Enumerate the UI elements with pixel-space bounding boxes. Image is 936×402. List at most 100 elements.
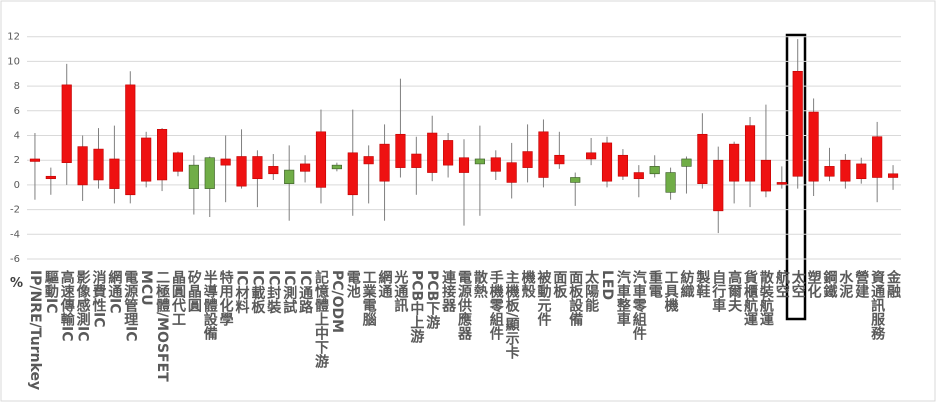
- y-tick-label: 0: [14, 180, 20, 191]
- x-tick-label: PCB中上游: [408, 270, 424, 345]
- x-tick-label: 金融: [885, 269, 902, 299]
- y-tick-label: 4: [14, 131, 20, 142]
- candle-body: [792, 70, 803, 177]
- candle-body: [649, 166, 660, 175]
- x-tick-label: 記憶體上中下游: [313, 269, 329, 369]
- y-axis-label: %: [10, 276, 23, 291]
- x-tick-label: 汽車整車: [615, 269, 632, 327]
- candle-body: [395, 133, 406, 168]
- candle-body: [665, 172, 676, 193]
- x-tick-label: 紡織: [678, 269, 694, 299]
- candle-body: [347, 152, 358, 196]
- candle-body: [188, 164, 199, 189]
- candle-body: [522, 151, 533, 168]
- x-tick-label: 驅動IC: [43, 270, 59, 313]
- candle-body: [363, 156, 374, 165]
- candle-body: [172, 152, 184, 172]
- y-tick-label: 6: [14, 106, 20, 117]
- y-tick-label: 2: [14, 155, 20, 166]
- candle-body: [840, 159, 851, 182]
- candle-body: [125, 84, 136, 196]
- candle-body: [93, 148, 104, 181]
- x-tick-label: IC封裝: [265, 270, 282, 315]
- x-tick-label: IP/NRE/Turnkey: [27, 270, 43, 390]
- x-tick-label: 資通訊服務: [869, 269, 885, 341]
- x-tick-label: 電源管理IC: [122, 269, 138, 341]
- candle-body: [236, 156, 247, 187]
- x-tick-label: 半導體設備: [202, 269, 218, 341]
- candle-body: [713, 159, 724, 212]
- y-tick-label: -2: [10, 205, 20, 216]
- candle-body: [109, 158, 120, 189]
- candle-body: [331, 164, 342, 170]
- candle-body: [729, 143, 740, 182]
- x-tick-label: 二極體/MOSFET: [154, 270, 170, 382]
- x-tick-label: 網通IC: [106, 269, 122, 313]
- x-tick-label: 製鞋: [694, 269, 711, 299]
- candle-body: [29, 158, 41, 162]
- candle-body: [490, 157, 501, 172]
- candle-body: [617, 154, 628, 177]
- x-tick-label: 工具機: [663, 270, 680, 313]
- candle-body: [760, 159, 771, 192]
- candle-body: [872, 136, 883, 178]
- candle-body: [856, 163, 867, 180]
- candle-body: [776, 182, 787, 185]
- x-tick-label: MCU: [138, 270, 154, 306]
- candle-body: [268, 166, 279, 175]
- candle-body: [808, 111, 819, 182]
- candle-body: [443, 140, 454, 166]
- x-tick-label: IC材料: [234, 270, 250, 315]
- candle-body: [506, 162, 517, 183]
- candle-body: [61, 84, 72, 163]
- x-tick-label: 面板: [551, 270, 567, 299]
- candle-body: [538, 131, 549, 178]
- x-tick-label: 太陽能: [583, 269, 599, 313]
- candle-body: [220, 158, 231, 166]
- x-tick-label: 航空: [774, 269, 790, 298]
- x-tick-label: 晶圓代工: [170, 270, 187, 326]
- x-tick-label: 水泥: [837, 269, 853, 299]
- x-tick-label: 手機零組件: [488, 269, 505, 341]
- y-tick-label: -6: [10, 254, 20, 265]
- candle-body: [157, 129, 168, 181]
- x-tick-label: PCB下游: [424, 270, 440, 331]
- x-tick-label: 汽車零組件: [631, 269, 648, 341]
- x-tick-label: 高速傳輸IC: [59, 269, 76, 341]
- x-tick-label: 電源供應器: [456, 269, 473, 341]
- x-tick-label: 營建: [853, 269, 869, 299]
- x-tick-label: 重電: [647, 269, 663, 299]
- candle-body: [474, 158, 485, 165]
- y-tick-label: 8: [14, 81, 20, 92]
- candle-body: [411, 153, 422, 168]
- candle-body: [570, 177, 581, 183]
- candle-body: [252, 156, 263, 180]
- x-tick-label: 散熱: [472, 269, 488, 299]
- candle-body: [284, 169, 295, 184]
- x-tick-label: 高爾夫: [726, 269, 743, 313]
- candle-body: [379, 143, 390, 182]
- candle-body: [681, 158, 692, 167]
- candle-body: [586, 152, 597, 160]
- y-tick-label: 12: [7, 32, 20, 43]
- x-tick-label: 光通訊: [392, 269, 409, 313]
- x-tick-label: 被動元件: [535, 269, 551, 327]
- x-tick-label: 自行車: [710, 269, 727, 313]
- candle-body: [300, 163, 311, 172]
- candle-body: [887, 173, 899, 178]
- candle-body: [601, 142, 613, 182]
- candle-body: [315, 131, 327, 188]
- x-tick-label: 矽晶圓: [186, 269, 202, 313]
- candle-body: [744, 125, 756, 182]
- x-tick-label: 散裝航運: [758, 269, 775, 326]
- x-tick-label: IC測試: [281, 270, 297, 315]
- candle-body: [141, 137, 152, 182]
- y-tick-label: -4: [10, 229, 20, 240]
- x-tick-label: 網通: [377, 269, 393, 299]
- x-tick-label: 影像感測IC: [75, 270, 91, 341]
- candle-body: [427, 132, 438, 173]
- x-tick-label: LED: [599, 270, 615, 300]
- x-tick-label: 太空: [790, 269, 806, 298]
- candle-body: [458, 157, 470, 173]
